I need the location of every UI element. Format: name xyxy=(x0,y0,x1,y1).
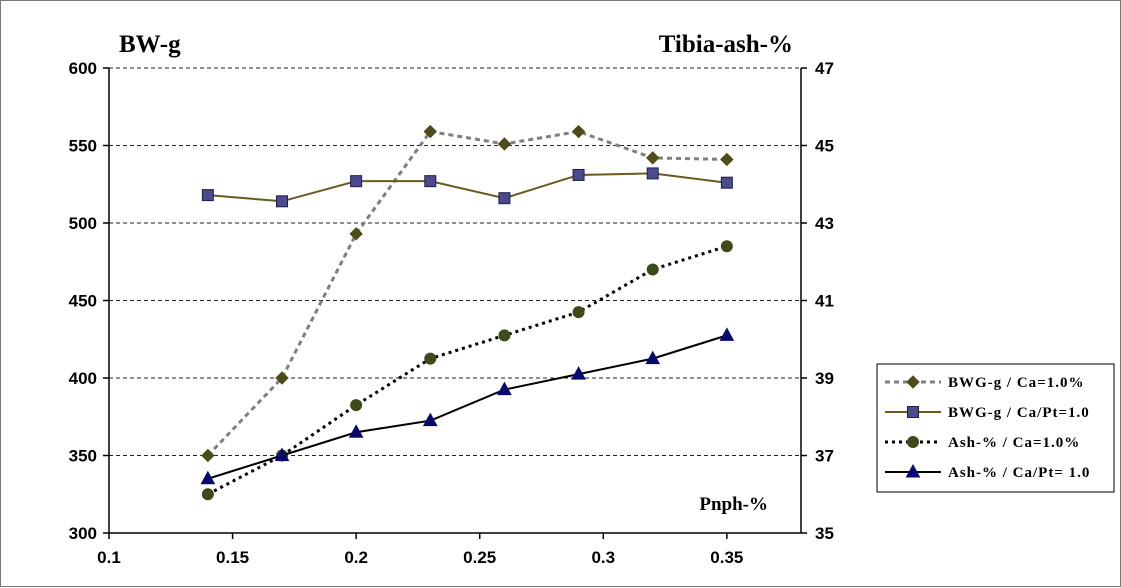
triangle-marker xyxy=(200,470,216,485)
legend-item: Ash-% / Ca=1.0% xyxy=(885,435,1080,451)
circle-marker xyxy=(646,263,659,276)
left-tick-label: 600 xyxy=(69,59,97,78)
legend-label: Ash-% / Ca=1.0% xyxy=(948,435,1080,451)
x-tick-label: 0.1 xyxy=(97,548,121,567)
diamond-marker xyxy=(497,137,512,151)
triangle-marker xyxy=(497,381,512,396)
x-tick-label: 0.25 xyxy=(463,548,496,567)
square-marker xyxy=(276,195,288,208)
triangle-marker xyxy=(348,424,364,438)
right-axis-title: Tibia-ash-% xyxy=(659,31,793,58)
left-tick-label: 300 xyxy=(69,524,97,543)
series-line xyxy=(207,334,728,480)
legend-label: BWG-g / Ca/Pt=1.0 xyxy=(948,405,1090,421)
legend-triangle-marker xyxy=(905,463,921,478)
square-marker xyxy=(498,192,511,205)
right-tick-label: 43 xyxy=(815,214,834,233)
x-tick-label: 0.3 xyxy=(591,548,615,567)
diamond-marker xyxy=(423,124,437,139)
axes: 300 350 400 450 500 550 600 35 37 39 41 43 45 47 0.1 0.… xyxy=(69,59,834,567)
left-tick-label: 450 xyxy=(69,292,97,311)
right-tick-label: 37 xyxy=(815,447,834,466)
legend-label: Ash-% / Ca/Pt= 1.0 xyxy=(948,465,1090,481)
square-marker xyxy=(350,175,363,188)
legend-diamond-marker xyxy=(906,375,920,389)
right-tick-label: 41 xyxy=(815,292,834,311)
circle-marker xyxy=(572,306,585,319)
left-tick-label: 350 xyxy=(69,447,97,466)
legend-item: BWG-g / Ca/Pt=1.0 xyxy=(885,405,1090,421)
circle-marker xyxy=(350,399,363,412)
square-marker xyxy=(646,167,659,180)
left-axis-title: BW-g xyxy=(119,31,181,58)
right-tick-label: 45 xyxy=(815,137,834,156)
x-tick-label: 0.35 xyxy=(710,548,743,567)
bwg-ca-series xyxy=(201,124,734,463)
ash-ca-pt-series xyxy=(200,327,735,485)
diamond-marker xyxy=(646,151,660,165)
triangle-marker xyxy=(719,327,735,341)
left-tick-label: 550 xyxy=(69,137,97,156)
triangle-marker xyxy=(274,447,290,461)
legend: BWG-g / Ca=1.0% BWG-g / Ca/Pt=1.0 Ash-% / … xyxy=(876,363,1115,493)
diamond-marker xyxy=(201,448,215,463)
diamond-marker xyxy=(349,227,363,241)
right-tick-label: 47 xyxy=(815,59,834,78)
x-axis-title: Pnph-% xyxy=(699,494,768,515)
legend-item: Ash-% / Ca/Pt= 1.0 xyxy=(885,463,1090,481)
triangle-marker xyxy=(645,350,661,365)
diamond-marker xyxy=(720,152,734,167)
triangle-marker xyxy=(571,366,586,380)
square-marker xyxy=(572,168,585,181)
square-marker xyxy=(720,176,733,189)
legend-circle-marker xyxy=(907,436,919,448)
square-marker xyxy=(424,175,437,188)
left-tick-label: 400 xyxy=(69,369,97,388)
circle-marker xyxy=(498,329,511,342)
circle-marker xyxy=(424,352,437,365)
circle-marker xyxy=(201,488,214,501)
triangle-marker xyxy=(422,412,438,427)
bwg-ca-pt-series xyxy=(201,167,733,208)
axis-labels: BW-g Tibia-ash-% Pnph-% xyxy=(119,31,793,515)
right-tick-label: 39 xyxy=(815,369,834,388)
series-line xyxy=(207,172,727,203)
left-tick-label: 500 xyxy=(69,214,97,233)
circle-marker xyxy=(720,240,733,253)
diamond-marker xyxy=(275,371,289,385)
x-tick-label: 0.15 xyxy=(216,548,249,567)
right-tick-label: 35 xyxy=(815,524,834,543)
series-line xyxy=(207,244,728,496)
legend-label: BWG-g / Ca=1.0% xyxy=(948,375,1084,391)
gridlines xyxy=(109,67,801,456)
square-marker xyxy=(201,189,214,202)
diamond-marker xyxy=(571,124,586,139)
legend-item: BWG-g / Ca=1.0% xyxy=(885,375,1084,391)
series-line xyxy=(206,129,727,457)
series-group xyxy=(200,124,735,501)
x-tick-label: 0.2 xyxy=(344,548,368,567)
legend-square-marker xyxy=(907,406,919,418)
